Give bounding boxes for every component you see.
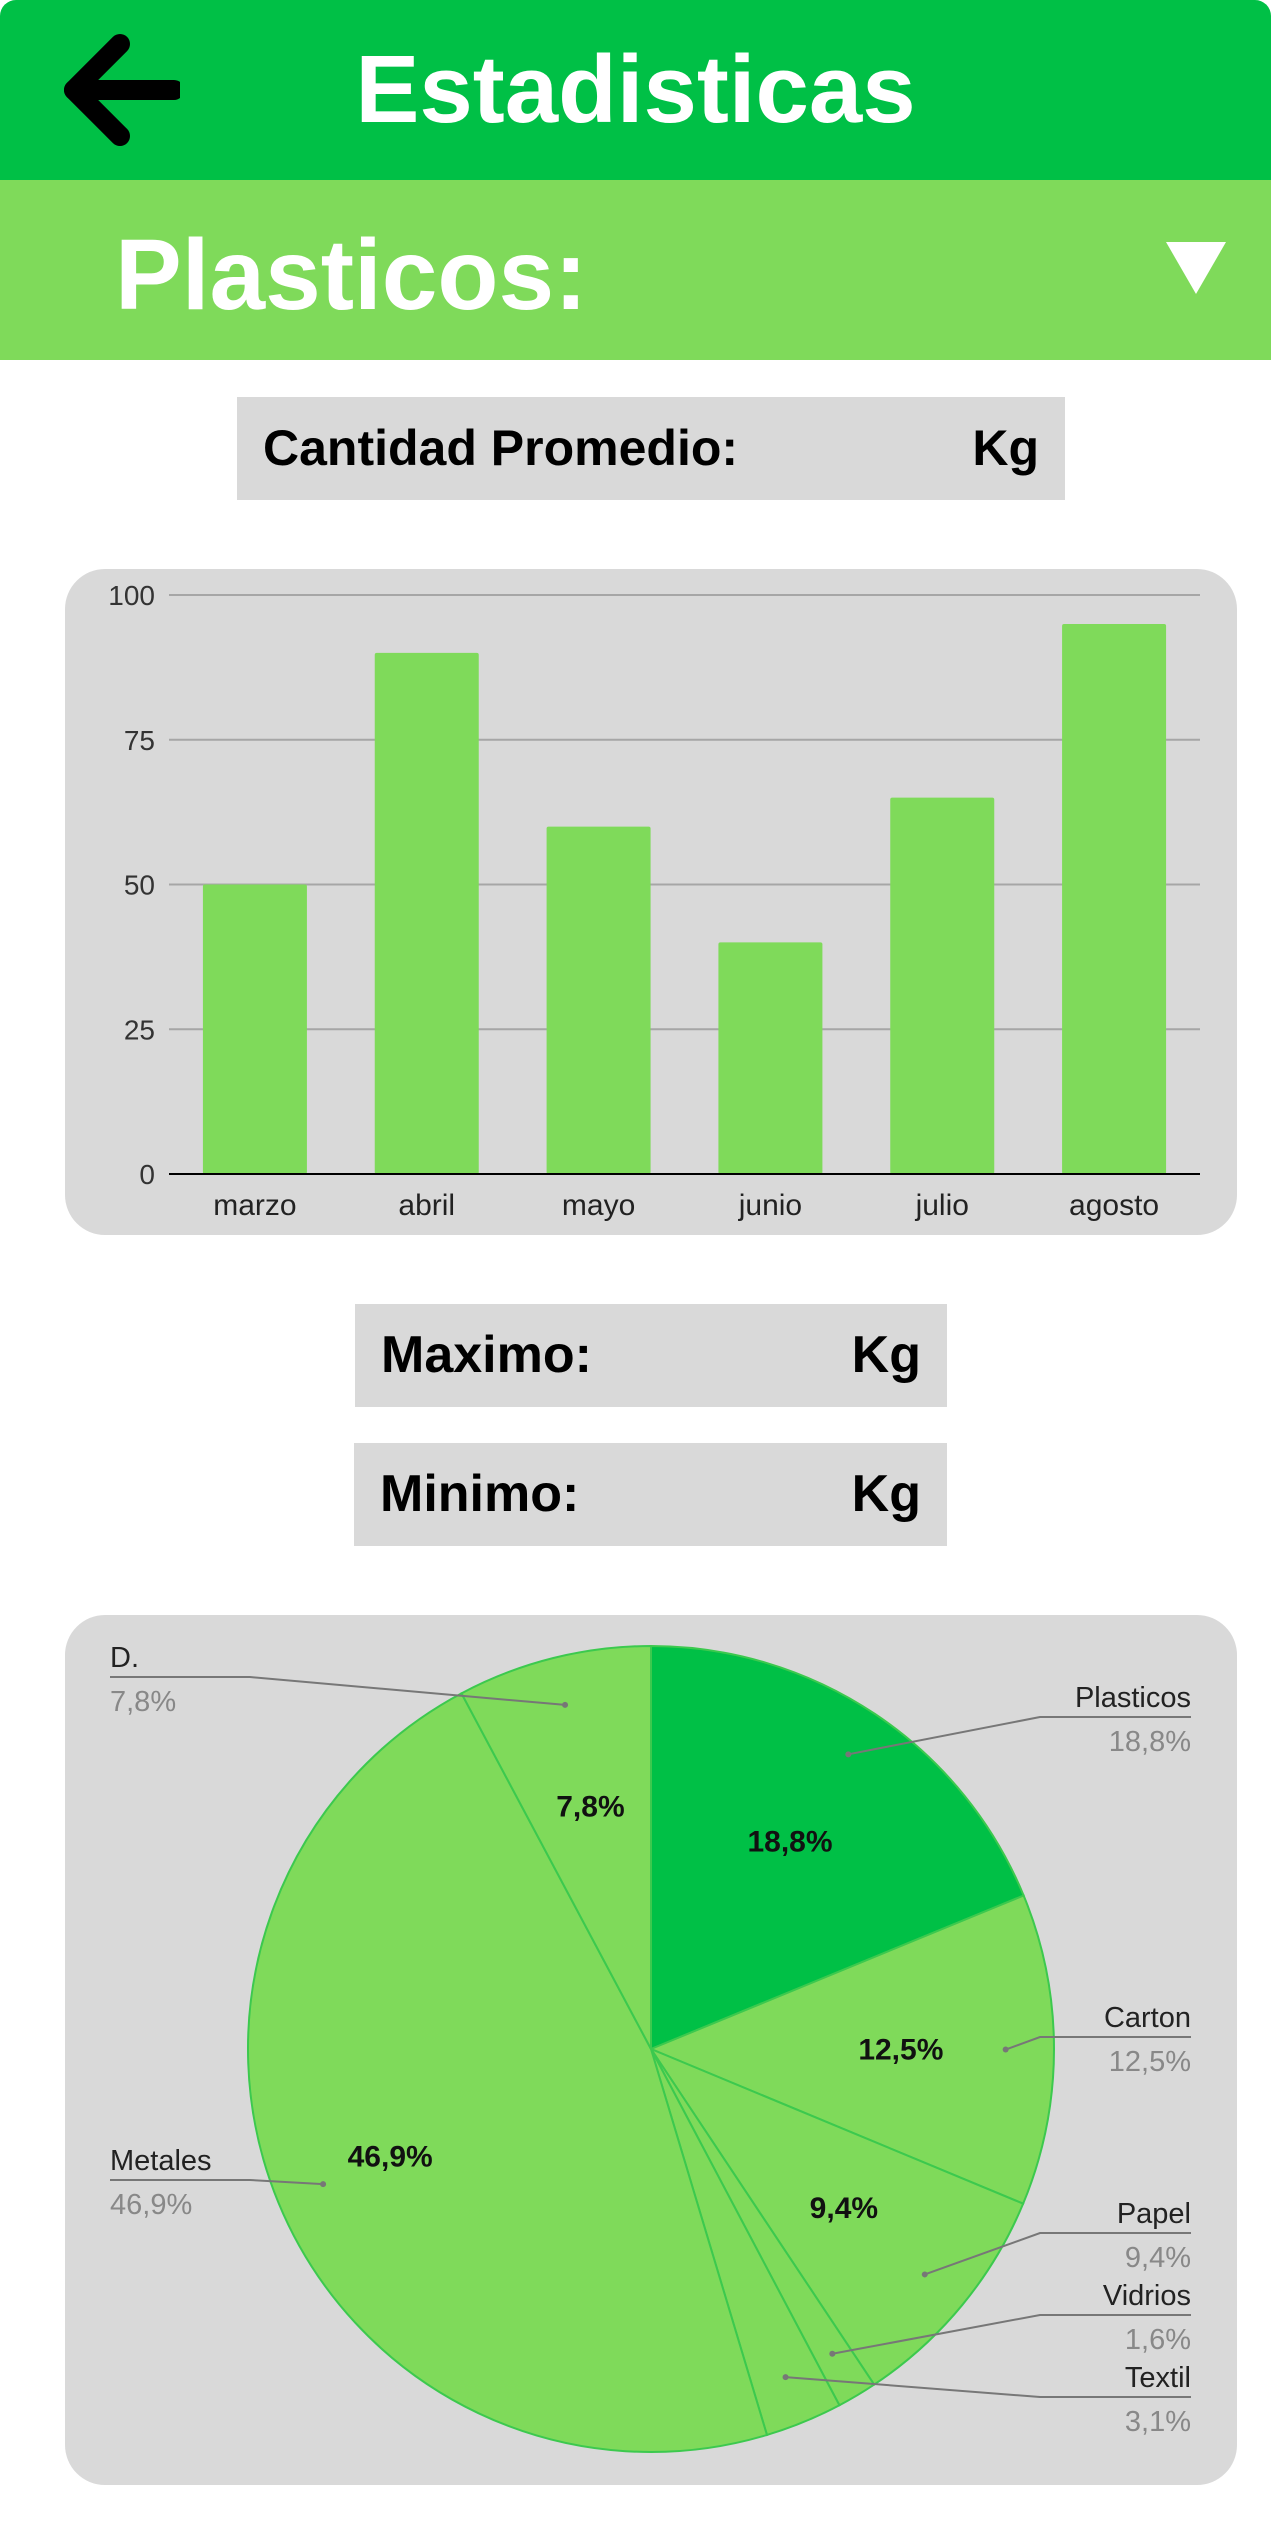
pie-inner-label: 9,4%: [810, 2192, 878, 2225]
pie-callout-name: Metales: [110, 2145, 212, 2177]
back-button[interactable]: [60, 34, 184, 146]
minimum-unit: Kg: [851, 1465, 921, 1523]
x-tick-label: junio: [738, 1189, 802, 1222]
bar-mayo: [546, 826, 651, 1174]
pie-chart: 18,8% 12,5% 9,4% 46,9% 7,8% Plasticos 18,8% Car…: [110, 1642, 1191, 2453]
bar-chart-panel: 0 25 50 75 100 marzo abril mayo junio julio agosto: [65, 569, 1237, 1235]
x-tick-label: julio: [915, 1189, 969, 1222]
maximum-label: Maximo:: [381, 1326, 592, 1384]
pie-callout-name: Plasticos: [1075, 1682, 1191, 1714]
pie-callout-name: Papel: [1117, 2198, 1191, 2230]
pie-callout-name: Vidrios: [1103, 2280, 1191, 2312]
pie-callout-name: Carton: [1104, 2002, 1191, 2034]
pie-slice-carton: [648, 1894, 1055, 2205]
pie-slice-d: [460, 1644, 652, 2050]
leader-line: [785, 2376, 1191, 2398]
x-tick-label: mayo: [562, 1189, 635, 1222]
leader-line: [110, 1676, 566, 1706]
category-selected-label: Plasticos:: [115, 219, 588, 331]
pie-callout-percent: 46,9%: [110, 2189, 192, 2221]
bar-abril: [374, 652, 479, 1174]
pie-inner-label: 7,8%: [556, 1791, 624, 1824]
y-tick-label: 100: [108, 580, 155, 611]
x-tick-label: abril: [398, 1189, 455, 1222]
app-header: Estadisticas: [0, 0, 1271, 180]
leader-dot: [845, 1751, 852, 1758]
average-label: Cantidad Promedio:: [263, 420, 739, 476]
pie-callout-percent: 7,8%: [110, 1686, 176, 1718]
pie-inner-label: 46,9%: [348, 2140, 433, 2173]
maximum-unit: Kg: [851, 1326, 921, 1384]
bar-marzo: [202, 884, 307, 1174]
pie-slice-plasticos: [650, 1644, 1025, 2051]
category-dropdown[interactable]: Plasticos:: [0, 180, 1271, 360]
y-tick-label: 75: [124, 725, 155, 756]
bar-junio: [718, 942, 823, 1174]
bar-julio: [890, 797, 995, 1174]
pie-inner-label: 12,5%: [858, 2033, 943, 2066]
bar-chart: 0 25 50 75 100 marzo abril mayo junio julio agosto: [108, 580, 1200, 1222]
pie-callout-name: D.: [110, 1642, 139, 1674]
pie-inner-label: 18,8%: [747, 1825, 832, 1858]
maximum-box: Maximo: Kg: [355, 1304, 947, 1407]
average-amount-box: Cantidad Promedio: Kg: [237, 397, 1065, 500]
pie-callout-percent: 18,8%: [1109, 1726, 1191, 1758]
y-tick-label: 0: [139, 1159, 155, 1190]
leader-line: [110, 2179, 324, 2186]
pie-slice-metales: [247, 1691, 769, 2453]
pie-callout-percent: 1,6%: [1125, 2324, 1191, 2356]
minimum-label: Minimo:: [380, 1465, 580, 1523]
minimum-box: Minimo: Kg: [354, 1443, 947, 1546]
leader-line: [848, 1716, 1191, 1756]
bar-agosto: [1062, 623, 1167, 1174]
leader-line: [832, 2314, 1191, 2355]
pie-callout-percent: 3,1%: [1125, 2406, 1191, 2438]
pie-callout-percent: 12,5%: [1109, 2046, 1191, 2078]
pie-chart-panel: 18,8% 12,5% 9,4% 46,9% 7,8% Plasticos 18,8% Car…: [65, 1615, 1237, 2485]
leader-line: [1005, 2036, 1191, 2051]
pie-callout-name: Textil: [1125, 2362, 1191, 2394]
x-tick-label: agosto: [1069, 1189, 1159, 1222]
triangle-down-icon[interactable]: [1166, 242, 1226, 294]
pie-callout-percent: 9,4%: [1125, 2242, 1191, 2274]
x-tick-label: marzo: [213, 1189, 296, 1222]
y-tick-label: 25: [124, 1014, 155, 1045]
arrow-left-icon: [64, 34, 184, 146]
leader-line: [924, 2232, 1191, 2276]
pie-slice-papel: [648, 2046, 1025, 2386]
page-title: Estadisticas: [355, 36, 916, 143]
average-unit: Kg: [972, 420, 1039, 476]
y-tick-label: 50: [124, 870, 155, 901]
